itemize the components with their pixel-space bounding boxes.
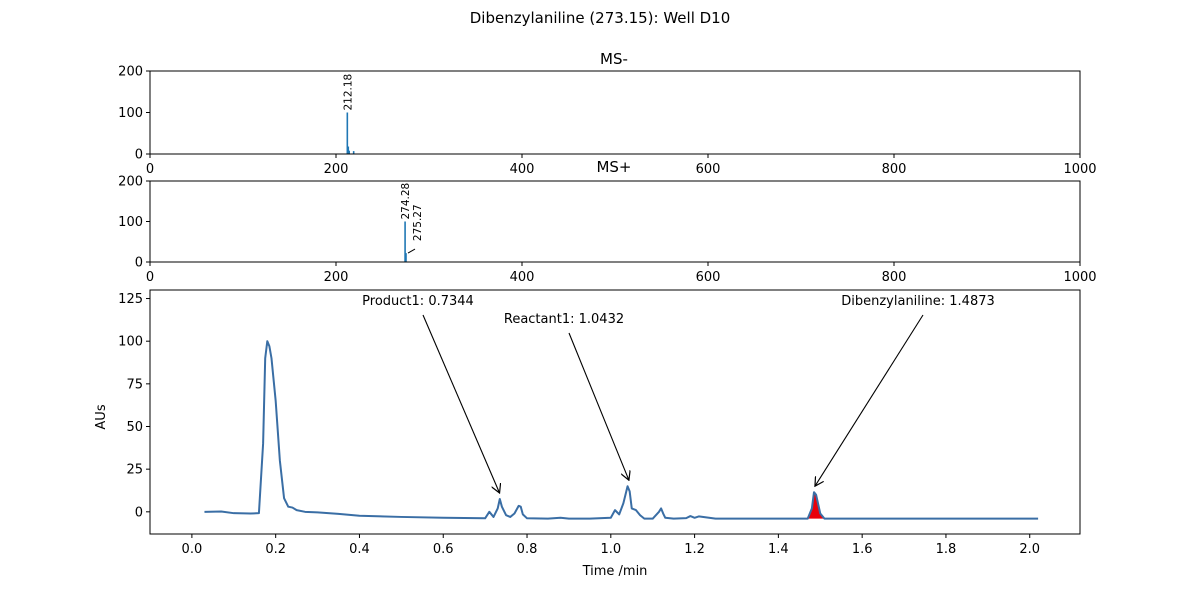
x-tick-label: 200 xyxy=(324,270,349,285)
peak-annotation: Product1: 0.7344 xyxy=(362,294,474,309)
chromatogram-trace xyxy=(204,340,1039,520)
spectrum-title: MS- xyxy=(600,50,628,68)
x-tick-label: 800 xyxy=(882,270,907,285)
peak-label: 274.28 xyxy=(400,183,412,220)
x-tick-label: 800 xyxy=(882,162,907,177)
y-tick-label: 75 xyxy=(126,377,143,392)
spectrum-title: MS+ xyxy=(596,158,631,176)
peak-label: 212.18 xyxy=(342,74,354,111)
y-tick-label: 50 xyxy=(126,420,143,435)
spectrum-frame xyxy=(149,180,1081,263)
x-tick-label: 0.8 xyxy=(517,542,538,557)
x-tick-label: 0.2 xyxy=(265,542,286,557)
x-tick-label: 600 xyxy=(696,270,721,285)
y-tick-label: 100 xyxy=(118,215,143,230)
peak-label: 275.27 xyxy=(412,204,424,241)
x-tick-label: 1.4 xyxy=(768,542,789,557)
peak-annotation: Reactant1: 1.0432 xyxy=(504,312,624,327)
x-tick-label: 1.6 xyxy=(852,542,873,557)
x-tick-label: 1000 xyxy=(1063,162,1096,177)
x-tick-label: 1.2 xyxy=(684,542,705,557)
annotation-arrow xyxy=(815,314,924,486)
y-tick-label: 200 xyxy=(118,175,143,190)
y-tick-label: 0 xyxy=(135,256,143,271)
y-tick-label: 125 xyxy=(118,292,143,307)
peak-label-leader xyxy=(407,248,416,254)
x-tick-label: 1000 xyxy=(1063,270,1096,285)
y-tick-label: 100 xyxy=(118,335,143,350)
x-tick-label: 1.8 xyxy=(936,542,957,557)
x-tick-label: 0.0 xyxy=(182,542,203,557)
x-tick-label: 2.0 xyxy=(1019,542,1040,557)
x-tick-label: 600 xyxy=(696,162,721,177)
annotation-arrow xyxy=(568,332,629,480)
y-tick-label: 0 xyxy=(135,148,143,163)
y-axis-label: AUs xyxy=(94,404,109,429)
x-tick-label: 400 xyxy=(510,162,535,177)
y-tick-label: 25 xyxy=(126,463,143,478)
x-tick-label: 0 xyxy=(146,270,154,285)
y-tick-label: 100 xyxy=(118,106,143,121)
axes-2: 0 100 200 0 200 400 600 800 1000 xyxy=(118,175,1096,286)
axes-3: 0 25 50 75 100 125 0.0 0.2 0.4 0.6 0.8 1.0 1.2 1.4 1.6… xyxy=(118,292,1040,557)
x-tick-label: 400 xyxy=(510,270,535,285)
y-tick-label: 0 xyxy=(135,505,143,520)
axes-1: 0 100 200 0 200 400 600 800 1000 xyxy=(118,65,1096,178)
x-tick-label: 0.6 xyxy=(433,542,454,557)
figure-title: Dibenzylaniline (273.15): Well D10 xyxy=(469,9,731,27)
x-axis-label: Time /min xyxy=(582,564,648,579)
spectrum-frame xyxy=(149,70,1081,155)
x-tick-label: 0 xyxy=(146,162,154,177)
y-tick-label: 200 xyxy=(118,65,143,80)
highlighted-peak-area xyxy=(807,492,825,519)
annotation-arrow xyxy=(422,314,500,493)
x-tick-label: 200 xyxy=(324,162,349,177)
chromatogram-frame xyxy=(149,289,1081,535)
peak-annotation: Dibenzylaniline: 1.4873 xyxy=(841,294,995,309)
x-tick-label: 0.4 xyxy=(349,542,370,557)
x-tick-label: 1.0 xyxy=(600,542,621,557)
